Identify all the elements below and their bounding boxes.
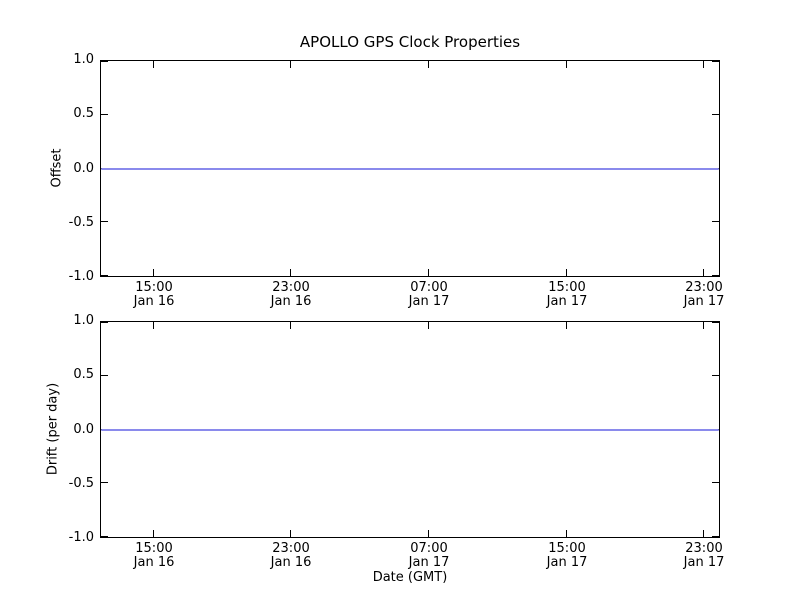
- offset-line: [101, 168, 719, 170]
- x-tick-mark: [566, 269, 567, 276]
- y-tick-mark: [712, 536, 719, 537]
- x-tick-time: 23:00: [272, 541, 310, 556]
- x-tick-time: 07:00: [410, 280, 448, 295]
- y-tick-mark: [712, 375, 719, 376]
- axes-offset: [100, 60, 720, 277]
- x-tick-mark: [428, 322, 429, 329]
- y-tick-mark: [712, 322, 719, 323]
- x-tick-date: Jan 17: [408, 294, 450, 309]
- x-tick-mark: [703, 269, 704, 276]
- x-tick-date: Jan 17: [546, 294, 588, 309]
- x-tick-time: 15:00: [548, 280, 586, 295]
- x-tick-date: Jan 17: [546, 555, 588, 570]
- y-tick-label: 1.0: [73, 313, 94, 328]
- x-tick-mark: [290, 61, 291, 68]
- x-tick-date: Jan 16: [270, 555, 312, 570]
- y-tick-label: -1.0: [68, 530, 94, 545]
- x-tick-label: 23:00 Jan 17: [662, 281, 746, 309]
- x-tick-time: 15:00: [135, 541, 173, 556]
- x-tick-mark: [428, 530, 429, 537]
- y-tick-label: -0.5: [68, 214, 94, 230]
- x-axis-label-date: Date (GMT): [372, 570, 448, 585]
- y-tick-label: 0.0: [73, 160, 94, 176]
- x-tick-mark: [566, 61, 567, 68]
- y-tick-label: 1.0: [73, 52, 94, 67]
- x-tick-mark: [153, 322, 154, 329]
- x-tick-mark: [428, 61, 429, 68]
- y-tick-mark: [712, 275, 719, 276]
- x-tick-time: 23:00: [685, 280, 723, 295]
- x-tick-label: 15:00 Jan 16: [112, 542, 196, 570]
- y-tick-mark: [101, 322, 108, 323]
- drift-line: [101, 429, 719, 431]
- x-tick-time: 15:00: [548, 541, 586, 556]
- y-tick-mark: [712, 482, 719, 483]
- x-tick-mark: [566, 530, 567, 537]
- axes-drift: [100, 321, 720, 538]
- x-tick-time: 07:00: [410, 541, 448, 556]
- x-tick-label: 15:00 Jan 17: [525, 542, 609, 570]
- y-tick-mark: [712, 114, 719, 115]
- y-tick-mark: [101, 536, 108, 537]
- y-tick-mark: [101, 221, 108, 222]
- x-tick-label: 15:00 Jan 16: [112, 281, 196, 309]
- x-tick-mark: [153, 269, 154, 276]
- x-tick-date: Jan 17: [683, 555, 725, 570]
- y-tick-mark: [712, 221, 719, 222]
- x-tick-date: Jan 16: [133, 555, 175, 570]
- x-tick-label: 23:00 Jan 17: [662, 542, 746, 570]
- y-tick-mark: [101, 114, 108, 115]
- x-tick-label: 07:00 Jan 17: [387, 542, 471, 570]
- x-tick-label: 15:00 Jan 17: [525, 281, 609, 309]
- x-tick-label: 23:00 Jan 16: [249, 542, 333, 570]
- y-tick-label: -1.0: [68, 269, 94, 284]
- x-tick-date: Jan 16: [133, 294, 175, 309]
- x-tick-date: Jan 17: [408, 555, 450, 570]
- x-tick-mark: [703, 322, 704, 329]
- x-tick-time: 23:00: [272, 280, 310, 295]
- y-tick-label: -0.5: [68, 475, 94, 491]
- y-tick-label: 0.0: [73, 421, 94, 437]
- x-tick-mark: [153, 530, 154, 537]
- y-tick-mark: [101, 375, 108, 376]
- x-tick-date: Jan 17: [683, 294, 725, 309]
- x-tick-mark: [703, 530, 704, 537]
- y-tick-mark: [101, 482, 108, 483]
- x-tick-mark: [566, 322, 567, 329]
- x-tick-mark: [428, 269, 429, 276]
- x-tick-mark: [290, 269, 291, 276]
- y-tick-mark: [101, 275, 108, 276]
- y-tick-mark: [101, 61, 108, 62]
- x-tick-date: Jan 16: [270, 294, 312, 309]
- x-tick-time: 15:00: [135, 280, 173, 295]
- x-tick-mark: [153, 61, 154, 68]
- y-tick-mark: [712, 61, 719, 62]
- y-tick-label: 0.5: [73, 106, 94, 122]
- chart-title: APOLLO GPS Clock Properties: [299, 33, 521, 51]
- x-tick-mark: [290, 530, 291, 537]
- y-tick-label: 0.5: [73, 367, 94, 383]
- x-tick-mark: [703, 61, 704, 68]
- x-tick-label: 23:00 Jan 16: [249, 281, 333, 309]
- x-tick-label: 07:00 Jan 17: [387, 281, 471, 309]
- x-tick-mark: [290, 322, 291, 329]
- x-tick-time: 23:00: [685, 541, 723, 556]
